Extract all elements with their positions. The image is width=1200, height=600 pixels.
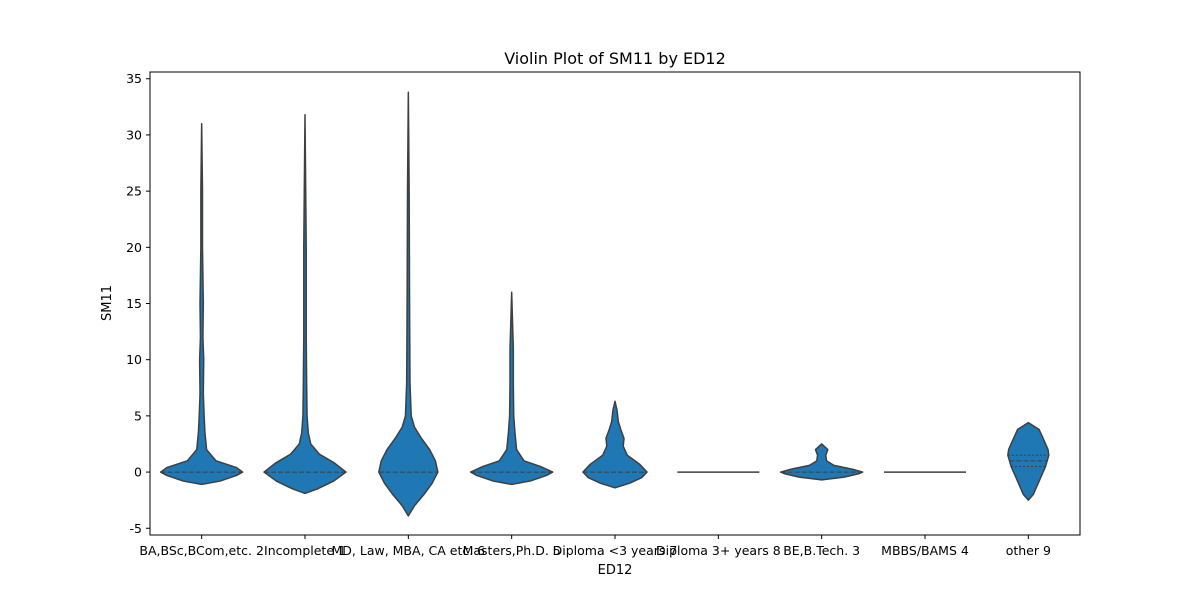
violin-body <box>469 291 554 486</box>
y-axis-label: SM11 <box>100 285 115 321</box>
y-tick-label: -5 <box>130 521 142 536</box>
violin-body <box>263 113 347 495</box>
x-tick-label: Masters,Ph.D. 5 <box>463 543 561 558</box>
violin-group <box>159 91 1050 517</box>
violin-body <box>378 91 439 517</box>
x-tick-label: Incomplete 1 <box>264 543 346 558</box>
y-tick-label: 25 <box>126 184 142 199</box>
y-tick-label: 5 <box>134 408 142 423</box>
y-tick-label: 35 <box>126 71 142 86</box>
y-tick-label: 0 <box>134 465 142 480</box>
y-axis: -5 0 5 10 15 20 25 30 35 <box>126 71 150 536</box>
x-tick-label: BA,BSc,BCom,etc. 2 <box>139 543 263 558</box>
x-axis-label: ED12 <box>598 563 633 578</box>
chart-title: Violin Plot of SM11 by ED12 <box>504 49 726 68</box>
x-axis: BA,BSc,BCom,etc. 2 Incomplete 1MD, Law, M… <box>139 535 1051 558</box>
y-tick-label: 10 <box>126 352 142 367</box>
x-tick-label: Diploma <3 years 7 <box>553 543 678 558</box>
x-tick-label: Diploma 3+ years 8 <box>656 543 781 558</box>
violin-body <box>582 400 648 489</box>
x-tick-label: other 9 <box>1006 543 1051 558</box>
y-tick-label: 20 <box>126 240 142 255</box>
x-tick-label: MD, Law, MBA, CA etc. 6 <box>332 543 486 558</box>
x-tick-label: BE,B.Tech. 3 <box>783 543 860 558</box>
violin-body <box>1007 421 1050 501</box>
y-tick-label: 30 <box>126 127 142 142</box>
violin-body <box>159 122 244 486</box>
y-tick-label: 15 <box>126 296 142 311</box>
x-tick-label: MBBS/BAMS 4 <box>881 543 969 558</box>
violin-body <box>779 443 864 481</box>
